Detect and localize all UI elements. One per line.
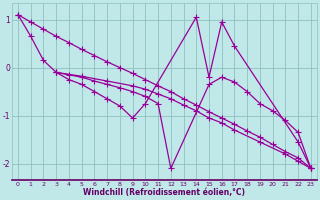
X-axis label: Windchill (Refroidissement éolien,°C): Windchill (Refroidissement éolien,°C) xyxy=(84,188,245,197)
